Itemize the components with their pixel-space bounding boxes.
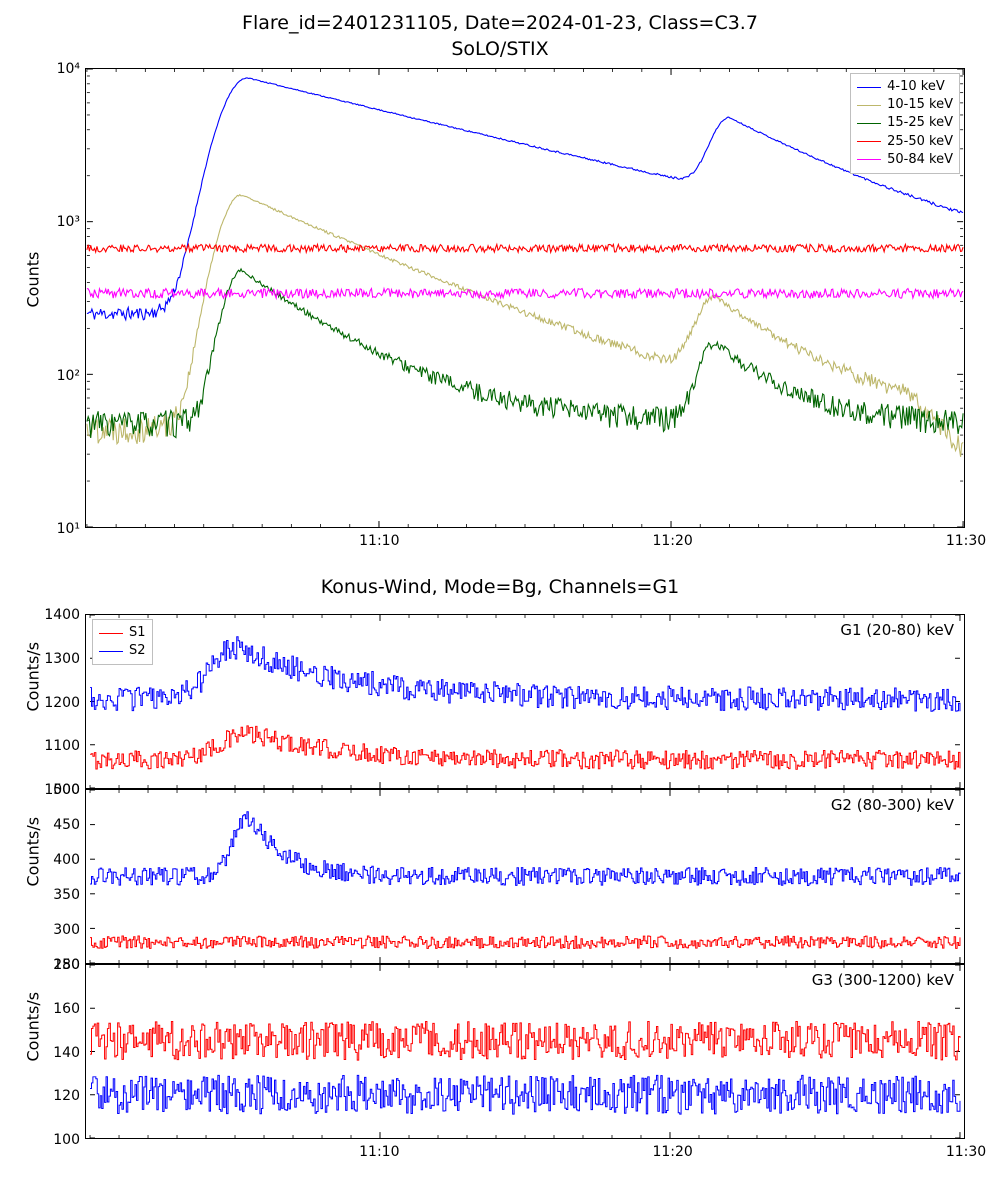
legend-item: 4-10 keV	[857, 78, 953, 96]
legend-line-icon	[99, 633, 123, 634]
annot-g2: G2 (80-300) keV	[831, 796, 954, 814]
legend-label: S1	[129, 624, 146, 642]
top-panel: 4-10 keV10-15 keV15-25 keV25-50 keV50-84…	[85, 68, 965, 528]
mid-title: Konus-Wind, Mode=Bg, Channels=G1	[0, 576, 1000, 598]
ytick-label: 400	[53, 852, 86, 868]
ytick-label: 1300	[44, 651, 86, 667]
legend-label: 50-84 keV	[887, 151, 953, 169]
ytick-label: 140	[53, 1045, 86, 1061]
ytick-label: 120	[53, 1088, 86, 1104]
legend-label: 25-50 keV	[887, 133, 953, 151]
ytick-label: 160	[53, 1001, 86, 1017]
ytick-label: 1400	[44, 607, 86, 623]
legend-line-icon	[857, 123, 881, 124]
top-title: SoLO/STIX	[0, 38, 1000, 60]
bottom-panel-g3: G3 (300-1200) keV 10012014016018011:1011…	[85, 964, 965, 1139]
bottom-plot-g1	[86, 615, 964, 788]
figure: Flare_id=2401231105, Date=2024-01-23, Cl…	[0, 0, 1000, 1200]
legend-label: S2	[129, 642, 146, 660]
legend-line-icon	[99, 651, 123, 652]
ytick-label: 350	[53, 887, 86, 903]
xtick-label: 11:10	[359, 527, 399, 549]
xtick-label: 11:20	[652, 527, 692, 549]
bottom-plot-g2	[86, 790, 964, 963]
legend-line-icon	[857, 87, 881, 88]
legend-label: 4-10 keV	[887, 78, 945, 96]
xtick-label: 11:30	[946, 527, 986, 549]
legend-item: S1	[99, 624, 146, 642]
bottom-legend: S1S2	[92, 619, 153, 665]
top-legend: 4-10 keV10-15 keV15-25 keV25-50 keV50-84…	[850, 73, 960, 174]
ytick-label: 1100	[44, 738, 86, 754]
suptitle: Flare_id=2401231105, Date=2024-01-23, Cl…	[0, 12, 1000, 34]
bottom-panel-g1: S1S2 G1 (20-80) keV 10001100120013001400	[85, 614, 965, 789]
ytick-label: 10⁴	[57, 61, 86, 77]
legend-line-icon	[857, 105, 881, 106]
ytick-label: 180	[53, 957, 86, 973]
ytick-label: 500	[53, 782, 86, 798]
legend-item: 25-50 keV	[857, 133, 953, 151]
ytick-label: 10³	[57, 214, 86, 230]
legend-item: 15-25 keV	[857, 114, 953, 132]
ytick-label: 450	[53, 817, 86, 833]
bottom-panel-g2: G2 (80-300) keV 250300350400450500	[85, 789, 965, 964]
annot-g3: G3 (300-1200) keV	[812, 971, 954, 989]
top-ylabel: Counts	[24, 288, 43, 308]
top-plot-svg	[86, 69, 964, 527]
xtick-label: 11:20	[652, 1138, 692, 1160]
bottom-ylabel-g3: Counts/s	[24, 1041, 43, 1061]
ytick-label: 100	[53, 1132, 86, 1148]
annot-g1: G1 (20-80) keV	[840, 621, 954, 639]
legend-line-icon	[857, 159, 881, 160]
legend-label: 15-25 keV	[887, 114, 953, 132]
legend-item: 10-15 keV	[857, 96, 953, 114]
ytick-label: 300	[53, 922, 86, 938]
bottom-ylabel-g2: Counts/s	[24, 866, 43, 886]
bottom-ylabel-g1: Counts/s	[24, 691, 43, 711]
xtick-label: 11:10	[359, 1138, 399, 1160]
xtick-label: 11:30	[946, 1138, 986, 1160]
legend-item: 50-84 keV	[857, 151, 953, 169]
legend-line-icon	[857, 141, 881, 142]
legend-item: S2	[99, 642, 146, 660]
ytick-label: 10²	[57, 368, 86, 384]
ytick-label: 1200	[44, 695, 86, 711]
ytick-label: 10¹	[57, 521, 86, 537]
bottom-plot-g3	[86, 965, 964, 1138]
legend-label: 10-15 keV	[887, 96, 953, 114]
